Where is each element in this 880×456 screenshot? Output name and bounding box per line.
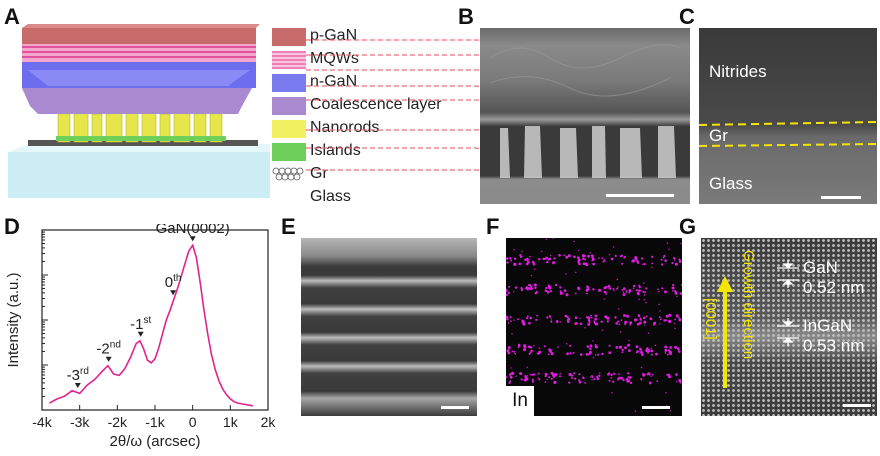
legend-label-n-gan: n-GaN — [310, 73, 358, 90]
legend-label-gr: Gr — [310, 165, 328, 182]
haadf-atomic-image: Growth direction [0001] GaN 0.52 nm InGa… — [701, 238, 877, 416]
legend-swatch-islands — [272, 143, 306, 161]
legend-swatch-mqws — [272, 51, 306, 69]
legend-swatch-n-gan — [272, 74, 306, 92]
peak-marker — [137, 331, 144, 337]
scale-bar-b — [606, 194, 674, 197]
coalescence-layer — [22, 88, 252, 114]
growth-direction-label: Growth direction — [740, 250, 757, 360]
ingan-thickness: 0.53 nm — [803, 336, 865, 355]
glass-layer — [8, 152, 270, 198]
legend-swatch-p-gan — [272, 28, 306, 46]
p-gan-layer — [22, 28, 256, 44]
xrd-series-line — [49, 243, 254, 407]
xrd-chart: -4k -3k -2k -1k 0 1k 2k GaN(0002) 0th -1st -2nd -3… — [5, 224, 277, 450]
scale-bar-e — [441, 406, 469, 409]
label-nitrides: Nitrides — [709, 62, 767, 81]
x-tick-label: -3k — [70, 414, 90, 430]
device-schematic — [8, 24, 270, 198]
legend-label-islands: Islands — [310, 142, 361, 159]
legend-label-p-gan: p-GaN — [310, 27, 358, 44]
panel-label-a: A — [4, 4, 20, 29]
x-tick-label: 0 — [189, 414, 197, 430]
x-tick-label: -1k — [145, 414, 165, 430]
legend-label-mqws: MQWs — [310, 50, 359, 67]
panel-label-d: D — [4, 214, 20, 239]
scale-bar-f — [642, 406, 670, 409]
label-gr: Gr — [709, 126, 728, 145]
element-label: In — [506, 386, 534, 416]
peak-label: -1st — [130, 315, 151, 333]
x-axis-label: 2θ/ω (arcsec) — [110, 433, 201, 450]
legend-swatch-coalescence — [272, 97, 306, 115]
peak-marker — [105, 356, 112, 362]
legend-swatch-nanorods — [272, 120, 306, 138]
panel-label-e: E — [281, 214, 296, 239]
panel-label-g: G — [679, 214, 697, 239]
tem-interface-image: Nitrides Gr Glass — [699, 28, 877, 204]
peak-marker — [74, 383, 81, 388]
nanorods — [57, 107, 223, 143]
ingan-label: InGaN — [803, 316, 853, 335]
peak-marker — [170, 290, 177, 296]
legend-swatch-gr — [272, 167, 304, 181]
x-tick-label: -2k — [108, 414, 128, 430]
scale-bar-g — [843, 404, 871, 407]
panel-label-f: F — [486, 214, 500, 239]
scale-bar-c — [821, 196, 861, 199]
x-tick-label: 2k — [261, 414, 277, 430]
legend-label-nanorods: Nanorods — [310, 119, 380, 136]
x-tick-label: -4k — [32, 414, 52, 430]
peak-marker — [189, 236, 196, 242]
graphene-layer — [28, 140, 258, 146]
sem-cross-section — [480, 28, 690, 204]
stem-quantum-wells — [301, 238, 477, 416]
panel-label-c: C — [679, 4, 695, 29]
peak-label: -3rd — [67, 366, 89, 384]
panel-label-b: B — [458, 4, 474, 29]
x-tick-label: 1k — [223, 414, 239, 430]
connector-lines — [306, 39, 626, 181]
eds-indium-map: In — [506, 238, 682, 416]
legend-label-glass: Glass — [310, 188, 351, 205]
gan-label: GaN — [803, 258, 838, 277]
label-glass: Glass — [709, 174, 753, 193]
gan-thickness: 0.52 nm — [803, 278, 865, 297]
peak-label: -2nd — [96, 340, 120, 358]
mqw-layer — [22, 44, 256, 62]
y-axis-label: Intensity (a.u.) — [5, 272, 22, 367]
axis-direction-label: [0001] — [702, 298, 719, 340]
peak-label: GaN(0002) — [156, 224, 230, 237]
peak-label: 0th — [165, 273, 182, 291]
